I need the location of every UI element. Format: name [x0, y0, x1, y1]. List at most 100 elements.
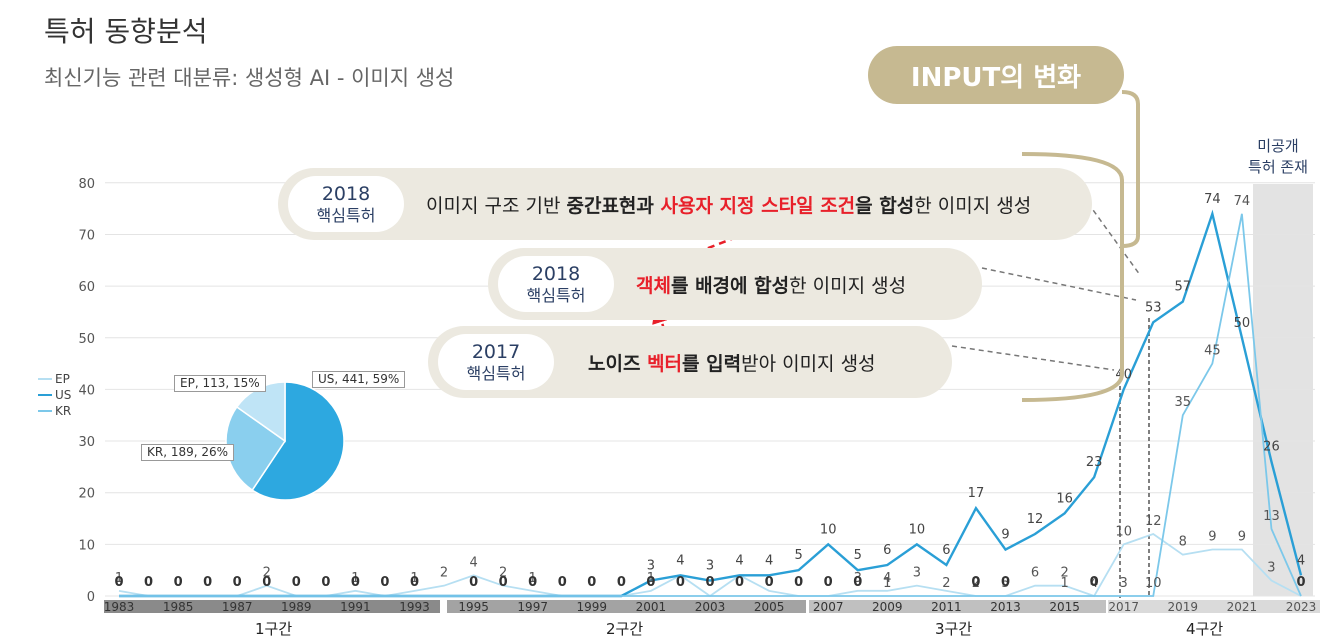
- data-label-us: 4: [765, 553, 773, 568]
- data-label-kr: 3: [1120, 576, 1128, 591]
- data-label-ep: 2: [499, 566, 507, 581]
- data-label-us: 6: [942, 543, 950, 558]
- era-label-1: 1구간: [255, 620, 293, 638]
- data-label-ep: 2: [972, 576, 980, 591]
- series-line-kr: [119, 213, 1302, 597]
- era-label-4: 4구간: [1186, 620, 1224, 638]
- note-2017-noise: 2017 핵심특허 노이즈 벡터를 입력받아 이미지 생성: [428, 326, 952, 398]
- x-tick-label: 1993: [399, 600, 430, 614]
- data-label-zero: 0: [528, 575, 537, 590]
- data-label-us: 57: [1175, 280, 1192, 295]
- x-tick-label: 2013: [990, 600, 1021, 614]
- data-label-zero: 0: [174, 575, 183, 590]
- x-tick-label: 2011: [931, 600, 962, 614]
- data-label-ep: 3: [854, 571, 862, 586]
- era-label-3: 3구간: [935, 620, 973, 638]
- data-label-zero: 0: [735, 575, 744, 590]
- data-label-kr: 45: [1204, 344, 1221, 359]
- pie-label-us: US, 441, 59%: [312, 371, 406, 388]
- era-label-2: 2구간: [606, 620, 644, 638]
- data-label-us: 6: [883, 543, 891, 558]
- note-tag: 핵심특허: [466, 363, 526, 383]
- data-label-us: 12: [1027, 512, 1044, 527]
- data-label-us: 50: [1234, 316, 1251, 331]
- data-label-ep: 6: [1031, 566, 1039, 581]
- data-label-zero: 0: [144, 575, 153, 590]
- y-tick-label: 60: [78, 280, 95, 295]
- data-label-ep: 1: [115, 571, 123, 586]
- note-text-part: 객체: [636, 274, 671, 297]
- data-label-us: 23: [1086, 455, 1103, 470]
- x-tick-label: 2015: [1049, 600, 1080, 614]
- data-label-ep: 10: [1115, 524, 1132, 539]
- note-text-part: 사용자 지정 스타일 조건: [660, 194, 856, 217]
- data-label-us: 3: [706, 559, 714, 574]
- x-tick-label: 2009: [872, 600, 903, 614]
- note-text: 노이즈 벡터를 입력받아 이미지 생성: [588, 349, 876, 376]
- note-year: 2018: [321, 182, 371, 205]
- note-text-part: 이미지 구조 기반: [426, 194, 567, 217]
- note-year-badge: 2018 핵심특허: [498, 256, 614, 312]
- legend-label-us: US: [55, 388, 72, 402]
- data-label-kr: 13: [1263, 509, 1280, 524]
- data-label-ep: 1: [529, 571, 537, 586]
- pie-label-kr: KR, 189, 26%: [141, 444, 235, 461]
- note-year: 2018: [531, 262, 581, 285]
- legend-item-us: US: [38, 387, 71, 403]
- data-label-ep: 2: [1060, 566, 1068, 581]
- data-label-us: 74: [1204, 192, 1221, 207]
- note-text: 이미지 구조 기반 중간표현과 사용자 지정 스타일 조건을 합성한 이미지 생…: [426, 191, 1031, 218]
- data-label-zero: 0: [587, 575, 596, 590]
- data-label-ep: 3: [913, 566, 921, 581]
- note-text-part: 을 합성: [855, 194, 915, 217]
- note-text-part: 받아 이미지 생성: [741, 352, 876, 375]
- x-tick-label: 2001: [636, 600, 667, 614]
- input-change-badge: INPUT의 변화: [868, 46, 1124, 104]
- note-connector: [951, 345, 1115, 371]
- note-2018-style: 2018 핵심특허 이미지 구조 기반 중간표현과 사용자 지정 스타일 조건을…: [278, 168, 1092, 240]
- data-label-ep: 1: [647, 571, 655, 586]
- note-text: 객체를 배경에 합성한 이미지 생성: [636, 271, 906, 298]
- page-title: 특허 동향분석: [44, 15, 208, 48]
- x-tick-label: 1999: [577, 600, 608, 614]
- data-label-zero: 0: [558, 575, 567, 590]
- data-label-zero: 0: [410, 575, 419, 590]
- x-tick-label: 1983: [104, 600, 135, 614]
- data-label-zero: 0: [469, 575, 478, 590]
- data-label-zero: 0: [824, 575, 833, 590]
- x-tick-label: 2021: [1227, 600, 1258, 614]
- data-label-us: 16: [1056, 491, 1073, 506]
- x-tick-label: 1985: [163, 600, 194, 614]
- data-label-us: 26: [1263, 440, 1280, 455]
- data-label-zero: 0: [1090, 575, 1099, 590]
- data-label-zero: 0: [617, 575, 626, 590]
- y-tick-label: 20: [78, 487, 95, 502]
- y-tick-label: 50: [78, 332, 95, 347]
- note-text-part: 노이즈: [588, 352, 648, 375]
- data-label-zero: 0: [765, 575, 774, 590]
- data-label-zero: 0: [676, 575, 685, 590]
- data-label-kr: 10: [1145, 576, 1162, 591]
- x-tick-label: 2003: [695, 600, 726, 614]
- input-bracket-main: [1021, 152, 1124, 402]
- data-label-kr: 5: [1001, 576, 1009, 591]
- data-label-zero: 0: [262, 575, 271, 590]
- note-text-part: 를 입력: [682, 352, 742, 375]
- y-tick-label: 30: [78, 435, 95, 450]
- data-label-us: 4: [676, 553, 684, 568]
- data-label-us: 3: [647, 559, 655, 574]
- legend-label-kr: KR: [55, 404, 72, 418]
- data-label-ep: 3: [1267, 561, 1275, 576]
- note-tag: 핵심특허: [526, 285, 586, 305]
- data-label-us: 4: [735, 553, 743, 568]
- data-label-us: 10: [820, 522, 837, 537]
- data-label-ep: 12: [1145, 514, 1162, 529]
- data-label-ep: 1: [351, 571, 359, 586]
- era-bar: [104, 600, 440, 613]
- data-label-ep: 2: [263, 566, 271, 581]
- data-label-kr: 35: [1175, 395, 1192, 410]
- data-label-ep: 8: [1179, 535, 1187, 550]
- data-label-zero: 0: [351, 575, 360, 590]
- input-bracket-top: [1121, 90, 1140, 248]
- data-label-zero: 0: [203, 575, 212, 590]
